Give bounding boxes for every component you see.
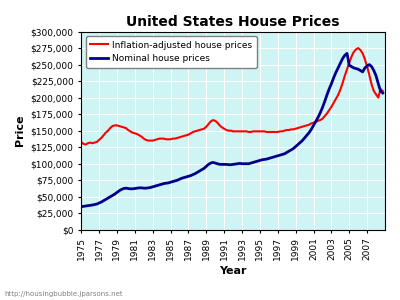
Nominal house prices	[380, 91, 385, 95]
Line: Inflation-adjusted house prices: Inflation-adjusted house prices	[81, 48, 383, 145]
Inflation-adjusted house prices	[324, 112, 329, 115]
Nominal house prices	[195, 170, 200, 174]
Nominal house prices	[324, 93, 329, 97]
Inflation-adjusted house prices	[367, 74, 372, 77]
Nominal house prices	[322, 100, 327, 103]
Inflation-adjusted house prices	[329, 105, 334, 109]
Inflation-adjusted house prices	[327, 108, 332, 112]
Title: United States House Prices: United States House Prices	[126, 15, 340, 29]
Legend: Inflation-adjusted house prices, Nominal house prices: Inflation-adjusted house prices, Nominal…	[86, 36, 256, 68]
X-axis label: Year: Year	[219, 266, 247, 276]
Inflation-adjusted house prices	[356, 46, 360, 50]
Nominal house prices	[327, 87, 332, 91]
Line: Nominal house prices: Nominal house prices	[81, 53, 383, 207]
Inflation-adjusted house prices	[197, 128, 202, 132]
Nominal house prices	[365, 64, 370, 68]
Inflation-adjusted house prices	[83, 143, 88, 146]
Nominal house prices	[79, 205, 84, 208]
Inflation-adjusted house prices	[380, 89, 385, 93]
Y-axis label: Price: Price	[15, 115, 25, 146]
Inflation-adjusted house prices	[79, 140, 84, 144]
Nominal house prices	[114, 191, 119, 194]
Inflation-adjusted house prices	[117, 124, 122, 128]
Nominal house prices	[345, 52, 350, 55]
Text: http://housingbubble.jparsons.net: http://housingbubble.jparsons.net	[4, 291, 123, 297]
